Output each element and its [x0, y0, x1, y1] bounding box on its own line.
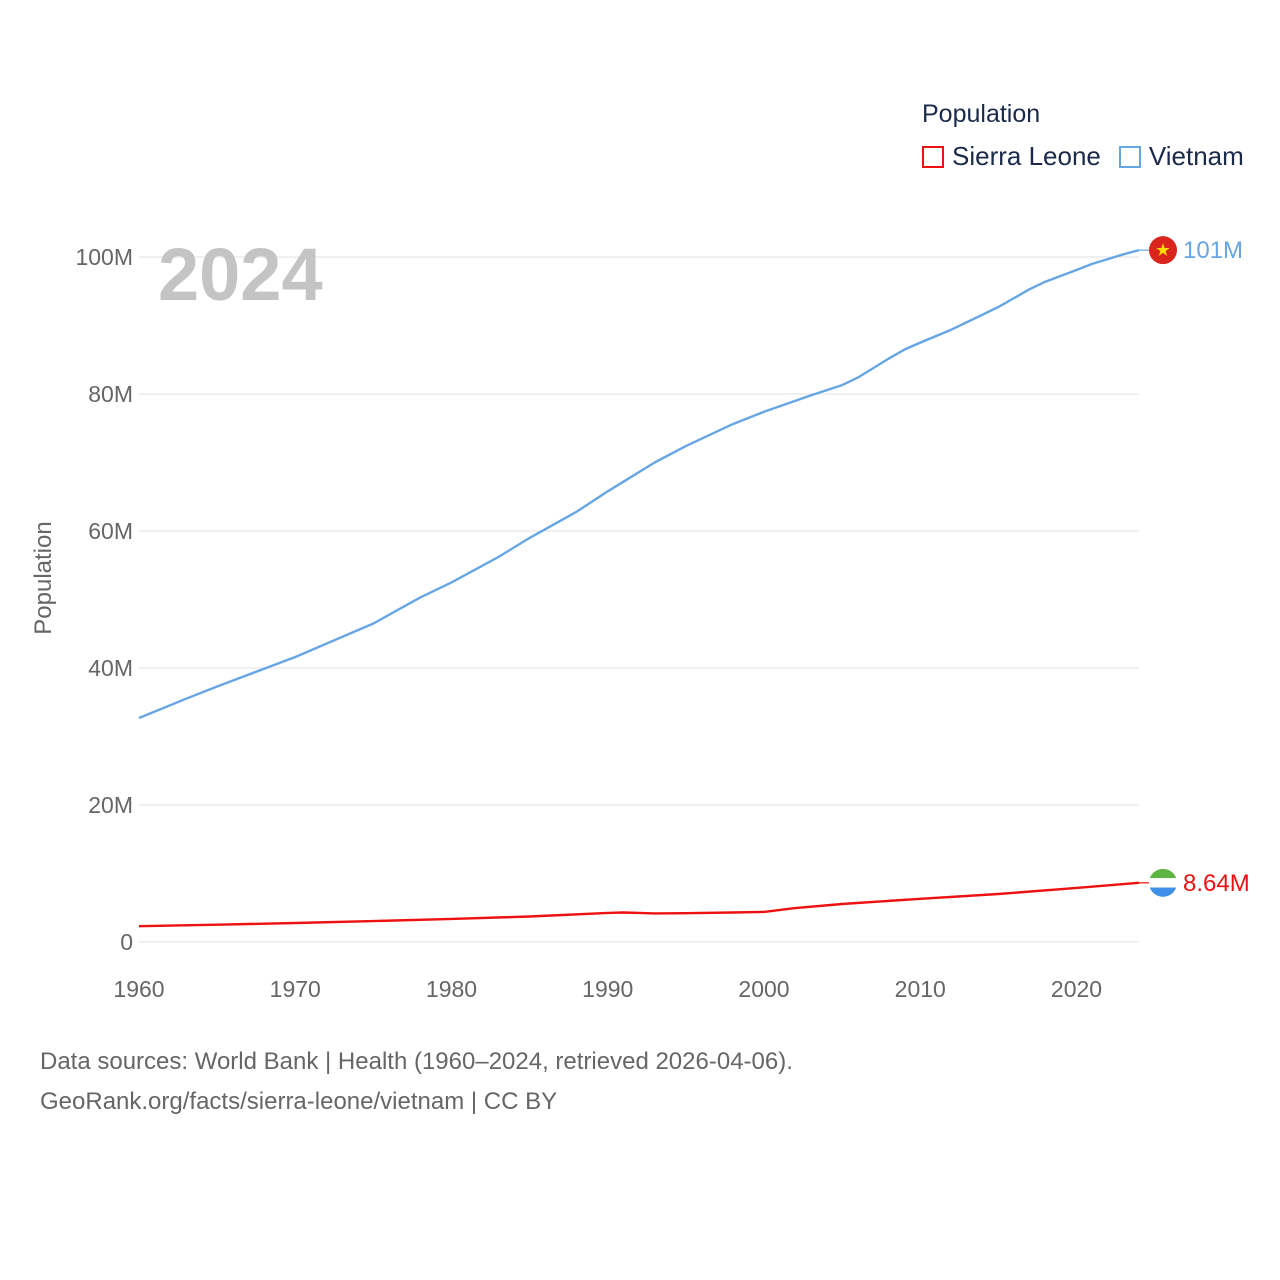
- end-label-sierra-leone: 8.64M: [1183, 870, 1250, 897]
- x-tick-label: 2000: [738, 976, 789, 1002]
- y-tick-label: 60M: [88, 518, 133, 544]
- y-tick-label: 40M: [88, 655, 133, 681]
- legend: Population Sierra Leone Vietnam: [922, 100, 1262, 172]
- y-tick-label: 100M: [75, 244, 133, 270]
- year-watermark: 2024: [158, 233, 323, 316]
- end-label-vietnam: 101M: [1183, 237, 1243, 264]
- legend-items: Sierra Leone Vietnam: [922, 141, 1262, 172]
- legend-title: Population: [922, 100, 1041, 128]
- sierra-leone-flag-icon: [1149, 868, 1177, 897]
- x-tick-label: 1980: [426, 976, 477, 1002]
- x-tick-label: 1970: [270, 976, 321, 1002]
- vietnam-flag-icon: [1149, 236, 1177, 265]
- legend-label-vietnam: Vietnam: [1148, 141, 1244, 171]
- data-source-note: Data sources: World Bank | Health (1960–…: [40, 1048, 793, 1075]
- y-tick-label: 80M: [88, 381, 133, 407]
- gridlines: [139, 256, 1139, 943]
- x-axis-ticks: 1960 1970 1980 1990 2000 2010 2020: [113, 976, 1102, 1002]
- y-axis-title: Population: [30, 521, 57, 634]
- legend-item-sierra-leone[interactable]: Sierra Leone: [922, 141, 1101, 172]
- legend-label-sierra-leone: Sierra Leone: [952, 141, 1101, 171]
- x-tick-label: 1960: [113, 976, 164, 1002]
- y-tick-label: 0: [120, 929, 133, 955]
- x-tick-label: 1990: [582, 976, 633, 1002]
- legend-swatch-vietnam: [1118, 145, 1141, 168]
- end-markers: [1149, 236, 1177, 897]
- y-axis-ticks: 0 20M 40M 60M 80M 100M: [75, 244, 133, 955]
- series-line-sierra-leone: [138, 881, 1140, 928]
- x-tick-label: 2020: [1051, 976, 1102, 1002]
- series-lines: [138, 248, 1149, 928]
- legend-item-vietnam[interactable]: Vietnam: [1118, 141, 1244, 172]
- legend-swatch-sierra-leone: [922, 145, 944, 168]
- y-tick-label: 20M: [88, 792, 133, 818]
- source-link[interactable]: GeoRank.org/facts/sierra-leone/vietnam |…: [40, 1088, 558, 1115]
- x-tick-label: 2010: [895, 976, 946, 1002]
- series-line-vietnam: [138, 248, 1140, 720]
- end-labels: 101M 8.64M: [1183, 237, 1250, 897]
- footer: Data sources: World Bank | Health (1960–…: [40, 1042, 793, 1122]
